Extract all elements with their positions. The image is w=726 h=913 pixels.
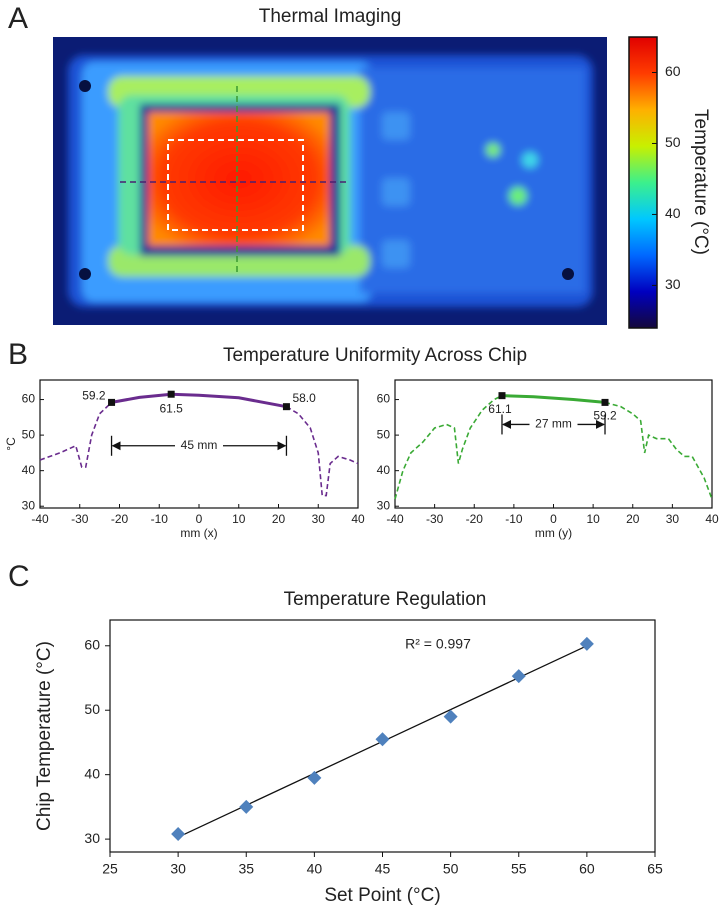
x-tick-label: 30 (666, 512, 680, 526)
y-axis-label: °C (4, 437, 18, 451)
x-tick-label: 10 (232, 512, 246, 526)
x-tick-label: 55 (511, 861, 527, 877)
x-tick-label: 0 (196, 512, 203, 526)
x-tick-label: -10 (505, 512, 523, 526)
x-tick-label: 20 (626, 512, 640, 526)
data-point (239, 799, 254, 814)
profile-line (39, 401, 113, 468)
marker (601, 398, 609, 406)
x-tick-label: 50 (443, 861, 459, 877)
x-tick-label: -30 (426, 512, 444, 526)
data-point (307, 770, 322, 785)
marker (498, 392, 506, 400)
x-tick-label: 0 (550, 512, 557, 526)
colorbar-label: Temperature (°C) (690, 109, 711, 255)
colorbar-tick-label: 60 (665, 63, 681, 79)
x-tick-label: 25 (102, 861, 118, 877)
x-tick-label: 65 (647, 861, 663, 877)
x-tick-label: -20 (466, 512, 484, 526)
y-tick-label: 40 (84, 765, 100, 781)
y-tick-label: 60 (22, 392, 36, 406)
y-tick-label: 50 (22, 427, 36, 441)
y-tick-label: 30 (22, 498, 36, 512)
x-tick-label: -40 (31, 512, 49, 526)
marker (282, 403, 290, 411)
x-axis-label: Set Point (°C) (324, 885, 440, 906)
x-tick-label: 30 (170, 861, 186, 877)
data-point (171, 826, 186, 841)
panel-label: A (8, 2, 28, 35)
x-tick-label: 20 (272, 512, 286, 526)
colorbar-tick-label: 40 (665, 205, 681, 221)
x-tick-label: -40 (386, 512, 404, 526)
colorbar-tick-label: 50 (665, 134, 681, 150)
x-tick-label: -20 (111, 512, 129, 526)
marker-label: 59.2 (82, 389, 106, 403)
marker (167, 390, 175, 398)
thermal-image (53, 37, 607, 325)
chart-title: Thermal Imaging (259, 6, 402, 27)
profile-line (604, 401, 713, 500)
x-tick-label: 40 (307, 861, 323, 877)
data-point (375, 732, 390, 747)
data-point (511, 669, 526, 684)
x-tick-label: 30 (312, 512, 326, 526)
x-tick-label: -10 (151, 512, 169, 526)
colorbar-tick-label: 30 (665, 276, 681, 292)
y-tick-label: 50 (84, 701, 100, 717)
colorbar (628, 36, 658, 329)
y-tick-label: 60 (377, 392, 391, 406)
profile-line (286, 405, 359, 497)
span-label: 45 mm (181, 438, 218, 452)
x-tick-label: 60 (579, 861, 595, 877)
x-tick-label: 45 (375, 861, 391, 877)
y-tick-label: 30 (84, 830, 100, 846)
span-label: 27 mm (535, 417, 572, 431)
x-tick-label: 40 (705, 512, 719, 526)
profile-line (501, 394, 606, 404)
panel-label: C (8, 560, 30, 593)
x-tick-label: 40 (351, 512, 365, 526)
profile-line (111, 392, 287, 409)
marker-label: 61.5 (159, 401, 183, 415)
x-tick-label: -30 (71, 512, 89, 526)
y-axis-label: Chip Temperature (°C) (34, 641, 55, 831)
profile-line (394, 394, 503, 500)
data-point (443, 709, 458, 724)
chart-title: Temperature Regulation (284, 589, 487, 610)
span-label-bg (529, 415, 578, 434)
panel-label: B (8, 338, 28, 371)
marker (108, 398, 116, 406)
marker-label: 61.1 (488, 402, 512, 416)
x-axis-label: mm (x) (180, 526, 217, 540)
y-tick-label: 40 (377, 463, 391, 477)
x-axis-label: mm (y) (535, 526, 572, 540)
x-tick-label: 35 (238, 861, 254, 877)
y-tick-label: 60 (84, 636, 100, 652)
marker-label: 58.0 (292, 391, 316, 405)
y-tick-label: 30 (377, 498, 391, 512)
annotation: R² = 0.997 (405, 636, 471, 652)
x-tick-label: 10 (586, 512, 600, 526)
chart-title: Temperature Uniformity Across Chip (223, 345, 527, 366)
data-point (579, 636, 594, 651)
y-tick-label: 50 (377, 427, 391, 441)
span-label-bg (175, 436, 223, 455)
y-tick-label: 40 (22, 463, 36, 477)
